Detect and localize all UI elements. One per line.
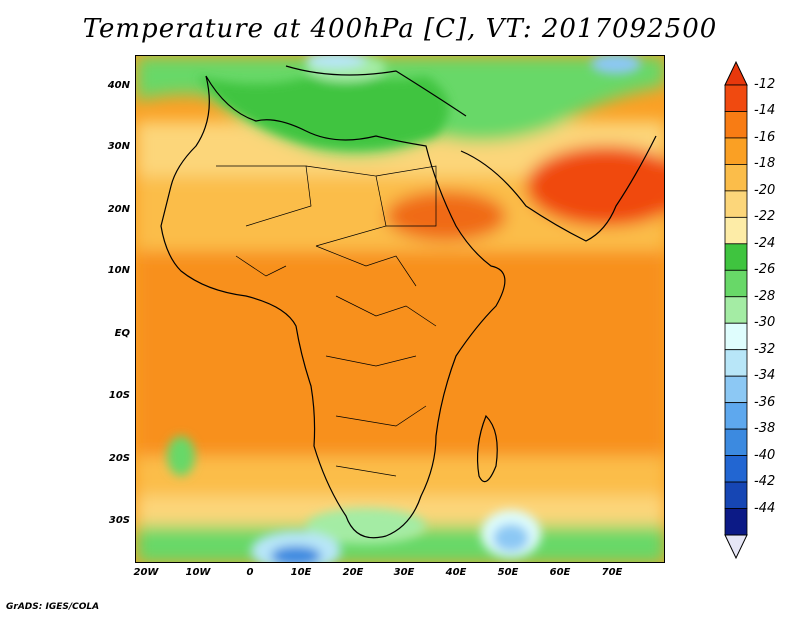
colorbar-swatch bbox=[724, 243, 748, 271]
colorbar-swatch bbox=[724, 296, 748, 324]
colorbar-label: -36 bbox=[754, 394, 776, 410]
colorbar-swatch bbox=[724, 481, 748, 509]
lon-label-70e: 70E bbox=[601, 567, 623, 578]
madagascar-outline bbox=[476, 414, 498, 483]
lon-label-50e: 50E bbox=[497, 567, 519, 578]
africa-outline bbox=[160, 75, 506, 539]
colorbar-swatch bbox=[724, 111, 748, 139]
colorbar-label: -44 bbox=[754, 500, 776, 516]
colorbar-label: -34 bbox=[754, 368, 776, 384]
colorbar-label: -20 bbox=[754, 182, 776, 198]
colorbar-swatch bbox=[724, 216, 748, 245]
lon-label-10e: 10E bbox=[290, 567, 312, 578]
credit-text: GrADS: IGES/COLA bbox=[6, 602, 100, 612]
colorbar-label: -22 bbox=[754, 209, 776, 225]
tropical-warm-band bbox=[136, 246, 664, 476]
colorbar-label: -26 bbox=[754, 262, 776, 278]
colorbar-label: -32 bbox=[754, 341, 776, 357]
lon-label-60e: 60E bbox=[549, 567, 571, 578]
colorbar-bottom-arrow bbox=[724, 534, 748, 560]
colorbar-label: -24 bbox=[754, 235, 776, 251]
lat-label-eq: EQ bbox=[114, 328, 130, 339]
country-borders bbox=[216, 165, 437, 477]
indian-ocean-cold-core bbox=[493, 524, 529, 552]
temperature-field bbox=[136, 56, 664, 562]
colorbar-label: -38 bbox=[754, 421, 776, 437]
arabia-warm-spot bbox=[386, 191, 506, 241]
colorbar-swatch bbox=[724, 349, 748, 377]
south-atlantic-cold-core bbox=[271, 546, 321, 562]
lat-label-30s: 30S bbox=[108, 515, 130, 526]
europe-cold-spot bbox=[306, 56, 366, 68]
atlantic-cool-spot bbox=[167, 436, 195, 476]
asia-cold-spot bbox=[591, 56, 641, 74]
colorbar-swatch bbox=[724, 455, 748, 483]
colorbar bbox=[724, 60, 748, 560]
lat-label-40n: 40N bbox=[107, 80, 130, 91]
colorbar-label: -16 bbox=[754, 129, 776, 145]
lat-label-20s: 20S bbox=[108, 453, 130, 464]
lat-label-10n: 10N bbox=[107, 265, 130, 276]
colorbar-label: -12 bbox=[754, 77, 776, 92]
lon-label-30e: 30E bbox=[393, 567, 415, 578]
colorbar-label: -14 bbox=[754, 103, 776, 119]
coastlines bbox=[160, 65, 657, 539]
colorbar-label: -30 bbox=[754, 315, 776, 331]
south-africa-cool bbox=[306, 508, 426, 544]
lon-label-0: 0 bbox=[246, 567, 254, 578]
colorbar-label: -40 bbox=[754, 447, 776, 463]
colorbar-swatch bbox=[724, 508, 748, 536]
colorbar-label: -42 bbox=[754, 474, 776, 490]
arabia-india-coast bbox=[460, 135, 657, 242]
colorbar-swatch bbox=[724, 322, 748, 351]
colorbar-swatch bbox=[724, 402, 748, 430]
colorbar-swatch bbox=[724, 190, 748, 218]
colorbar-label: -18 bbox=[754, 156, 776, 172]
lat-label-20n: 20N bbox=[107, 204, 130, 215]
colorbar-swatch bbox=[724, 269, 748, 298]
lat-label-30n: 30N bbox=[107, 141, 130, 152]
lon-label-40e: 40E bbox=[445, 567, 467, 578]
colorbar-swatch bbox=[724, 164, 748, 192]
lat-label-10s: 10S bbox=[108, 390, 130, 401]
europe-coast bbox=[285, 65, 467, 117]
lon-label-20e: 20E bbox=[342, 567, 364, 578]
colorbar-top-arrow bbox=[724, 60, 748, 86]
mediterranean-green bbox=[196, 66, 449, 150]
india-warm-spot bbox=[526, 146, 664, 226]
colorbar-swatch bbox=[724, 428, 748, 456]
map-title: Temperature at 400hPa [C], VT: 201709250… bbox=[82, 14, 718, 44]
lon-label-10w: 10W bbox=[185, 567, 211, 578]
colorbar-swatch bbox=[724, 137, 748, 165]
colorbar-swatch bbox=[724, 375, 748, 404]
temperature-map bbox=[135, 55, 665, 563]
colorbar-swatch bbox=[724, 84, 748, 112]
lon-label-20w: 20W bbox=[133, 567, 159, 578]
colorbar-label: -28 bbox=[754, 288, 776, 304]
